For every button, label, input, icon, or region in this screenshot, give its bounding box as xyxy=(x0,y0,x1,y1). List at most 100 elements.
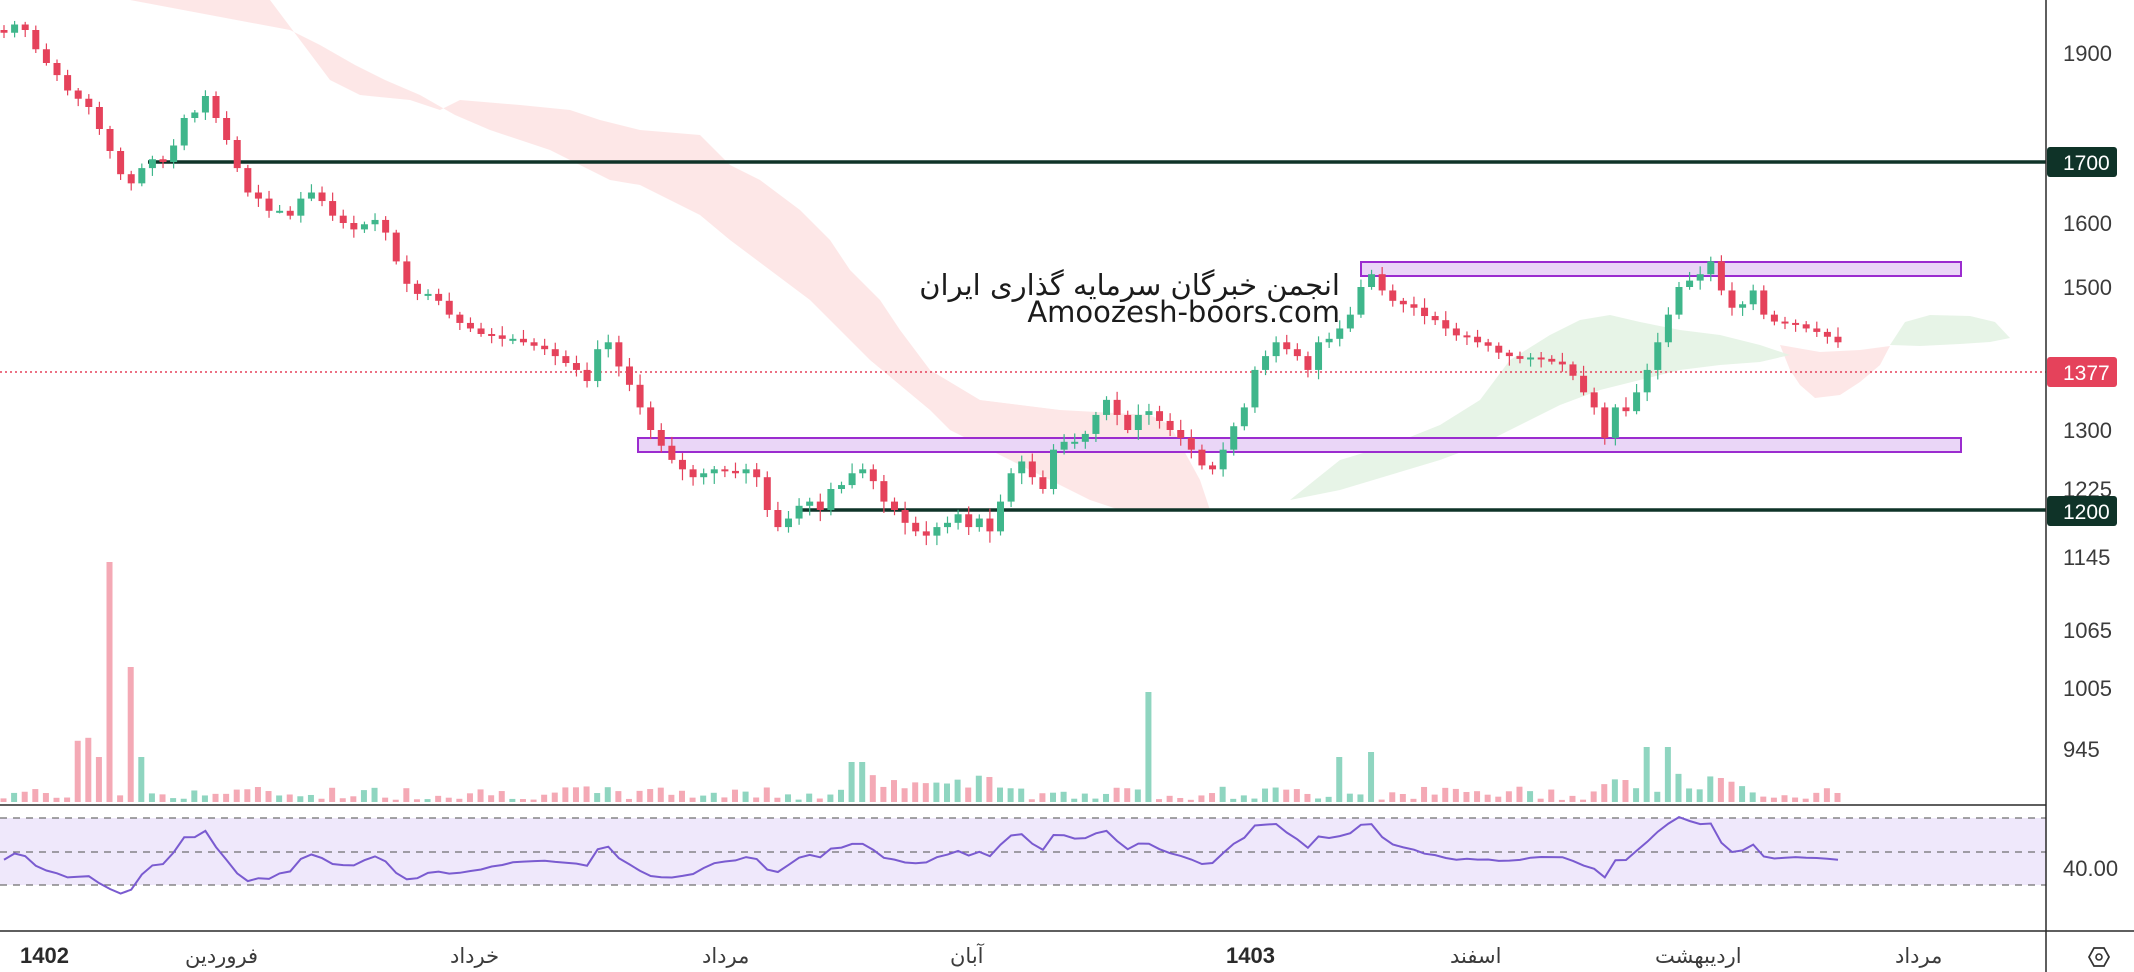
candle[interactable] xyxy=(1399,300,1407,305)
candle[interactable] xyxy=(1410,304,1418,308)
candle[interactable] xyxy=(11,24,19,33)
candle[interactable] xyxy=(742,469,750,474)
candle[interactable] xyxy=(1230,426,1238,450)
candle[interactable] xyxy=(997,501,1005,532)
candle[interactable] xyxy=(382,219,390,233)
candle[interactable] xyxy=(636,384,644,408)
candle[interactable] xyxy=(1304,356,1312,370)
candle[interactable] xyxy=(944,522,952,528)
candle[interactable] xyxy=(647,407,655,430)
candle[interactable] xyxy=(1728,290,1736,308)
candle[interactable] xyxy=(710,469,718,474)
candle[interactable] xyxy=(1283,342,1291,350)
candle[interactable] xyxy=(254,192,262,199)
candle[interactable] xyxy=(1463,335,1471,338)
candle[interactable] xyxy=(1007,473,1015,502)
candle[interactable] xyxy=(890,501,898,510)
candle[interactable] xyxy=(594,349,602,382)
candle[interactable] xyxy=(1792,322,1800,325)
candle[interactable] xyxy=(1166,420,1174,430)
candle[interactable] xyxy=(85,98,93,107)
candle[interactable] xyxy=(297,198,305,216)
candle[interactable] xyxy=(1495,345,1503,353)
candle[interactable] xyxy=(1050,449,1058,489)
candle[interactable] xyxy=(1187,437,1195,450)
candle[interactable] xyxy=(1315,342,1323,370)
candle[interactable] xyxy=(1346,314,1354,329)
candle[interactable] xyxy=(1293,349,1301,357)
candle[interactable] xyxy=(795,505,803,519)
candle[interactable] xyxy=(244,168,252,193)
candle[interactable] xyxy=(1452,328,1460,336)
resistance-zone[interactable] xyxy=(1360,261,1962,277)
candle[interactable] xyxy=(350,223,358,230)
candle[interactable] xyxy=(117,151,125,175)
candle[interactable] xyxy=(1018,461,1026,474)
candle[interactable] xyxy=(1739,304,1747,308)
candle[interactable] xyxy=(371,219,379,225)
candle[interactable] xyxy=(170,145,178,163)
candle[interactable] xyxy=(424,293,432,296)
candle[interactable] xyxy=(848,473,856,486)
candle[interactable] xyxy=(276,210,284,213)
candle[interactable] xyxy=(1781,321,1789,324)
candle[interactable] xyxy=(64,75,72,91)
candle[interactable] xyxy=(329,201,337,216)
candle[interactable] xyxy=(1113,399,1121,415)
candle[interactable] xyxy=(1378,274,1386,291)
candle[interactable] xyxy=(880,481,888,502)
candle[interactable] xyxy=(1590,392,1598,408)
candle[interactable] xyxy=(1251,369,1259,408)
candle[interactable] xyxy=(488,333,496,336)
candle[interactable] xyxy=(583,369,591,382)
candle[interactable] xyxy=(1060,441,1068,450)
candle[interactable] xyxy=(1240,407,1248,427)
candle[interactable] xyxy=(753,469,761,478)
candle[interactable] xyxy=(0,30,8,33)
candle[interactable] xyxy=(1177,430,1185,438)
candle[interactable] xyxy=(1537,357,1545,360)
candle[interactable] xyxy=(572,363,580,370)
candle[interactable] xyxy=(477,328,485,334)
candle[interactable] xyxy=(519,338,527,343)
candle[interactable] xyxy=(127,174,135,184)
candle[interactable] xyxy=(1548,358,1556,362)
candle[interactable] xyxy=(445,300,453,315)
candle[interactable] xyxy=(912,522,920,532)
candle[interactable] xyxy=(1664,314,1672,343)
candle[interactable] xyxy=(1071,441,1079,444)
candle[interactable] xyxy=(1633,392,1641,412)
candle[interactable] xyxy=(1262,356,1270,370)
candle[interactable] xyxy=(1802,324,1810,329)
candle[interactable] xyxy=(466,322,474,329)
candle[interactable] xyxy=(360,224,368,230)
candle[interactable] xyxy=(1092,414,1100,434)
candle[interactable] xyxy=(1834,336,1842,343)
candle[interactable] xyxy=(435,293,443,301)
candle[interactable] xyxy=(625,366,633,385)
candle[interactable] xyxy=(138,168,146,184)
candle[interactable] xyxy=(541,345,549,350)
candle[interactable] xyxy=(1134,414,1142,430)
candle[interactable] xyxy=(1558,361,1566,365)
candle[interactable] xyxy=(1569,364,1577,376)
candle[interactable] xyxy=(668,445,676,460)
candle[interactable] xyxy=(1643,369,1651,393)
candle[interactable] xyxy=(1675,287,1683,315)
candle[interactable] xyxy=(551,349,559,357)
candle[interactable] xyxy=(223,118,231,140)
candle[interactable] xyxy=(869,469,877,482)
candle[interactable] xyxy=(1717,261,1725,291)
candle[interactable] xyxy=(392,232,400,262)
candle[interactable] xyxy=(1707,261,1715,275)
candle[interactable] xyxy=(212,96,220,118)
candle[interactable] xyxy=(1124,414,1132,430)
candle[interactable] xyxy=(403,261,411,284)
candle[interactable] xyxy=(933,527,941,536)
candle[interactable] xyxy=(689,469,697,478)
candle[interactable] xyxy=(53,63,61,76)
candle[interactable] xyxy=(1686,280,1694,287)
candle[interactable] xyxy=(191,112,199,119)
candle[interactable] xyxy=(1749,290,1757,305)
candle[interactable] xyxy=(106,129,114,151)
